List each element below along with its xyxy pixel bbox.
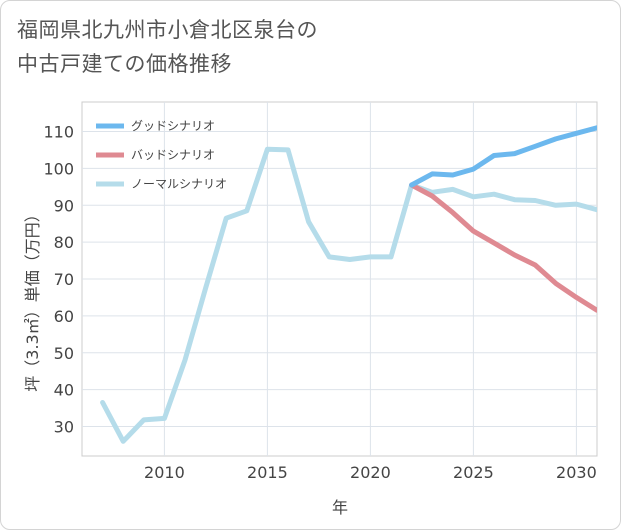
y-tick-label: 80 bbox=[54, 233, 74, 252]
bad-scenario-line bbox=[409, 182, 597, 313]
legend-bad-scenario: バッドシナリオ bbox=[96, 148, 215, 162]
legend-label: バッドシナリオ bbox=[131, 148, 215, 162]
y-tick-label: 60 bbox=[54, 307, 74, 326]
y-tick-label: 100 bbox=[43, 159, 74, 178]
x-tick-label: 2020 bbox=[350, 463, 391, 482]
legend-label: ノーマルシナリオ bbox=[131, 177, 227, 191]
y-axis-ticks: 30 40 50 60 70 80 90 100 110 bbox=[43, 123, 74, 437]
y-axis-title: 坪（3.3㎡）単価（万円） bbox=[23, 206, 42, 391]
x-tick-label: 2025 bbox=[453, 463, 494, 482]
y-tick-label: 90 bbox=[54, 196, 74, 215]
series-lines bbox=[100, 125, 597, 444]
x-axis-ticks: 2010 2015 2020 2025 2030 bbox=[144, 463, 597, 482]
x-tick-label: 2015 bbox=[247, 463, 288, 482]
chart-title: 福岡県北九州市小倉北区泉台の 中古戸建ての価格推移 bbox=[17, 13, 318, 81]
normal-scenario-line bbox=[100, 146, 597, 444]
y-tick-label: 70 bbox=[54, 270, 74, 289]
y-tick-label: 50 bbox=[54, 344, 74, 363]
legend-good-scenario: グッドシナリオ bbox=[96, 119, 215, 133]
y-tick-label: 30 bbox=[54, 418, 74, 437]
chart-title-line1: 福岡県北九州市小倉北区泉台の bbox=[17, 18, 318, 42]
chart-title-line2: 中古戸建ての価格推移 bbox=[17, 52, 232, 76]
x-tick-label: 2030 bbox=[556, 463, 597, 482]
good-scenario-line bbox=[409, 125, 597, 188]
legend-normal-scenario: ノーマルシナリオ bbox=[96, 177, 227, 191]
legend-label: グッドシナリオ bbox=[131, 119, 215, 133]
x-tick-label: 2010 bbox=[144, 463, 185, 482]
grid-lines bbox=[82, 102, 597, 456]
y-tick-label: 110 bbox=[43, 123, 74, 142]
y-tick-label: 40 bbox=[54, 381, 74, 400]
x-axis-title: 年 bbox=[332, 498, 348, 517]
